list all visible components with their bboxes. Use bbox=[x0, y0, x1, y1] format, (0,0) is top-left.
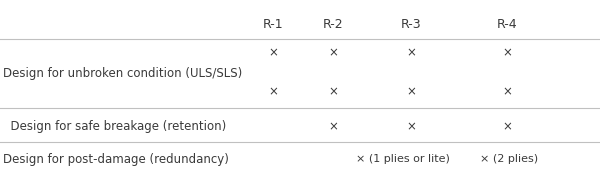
Text: R-4: R-4 bbox=[497, 18, 517, 31]
Text: ×: × bbox=[502, 120, 512, 133]
Text: ×: × bbox=[328, 46, 338, 59]
Text: Design for safe breakage (retention): Design for safe breakage (retention) bbox=[3, 120, 226, 133]
Text: × (2 plies): × (2 plies) bbox=[480, 154, 538, 164]
Text: ×: × bbox=[406, 120, 416, 133]
Text: ×: × bbox=[328, 120, 338, 133]
Text: R-1: R-1 bbox=[263, 18, 283, 31]
Text: × (1 plies or lite): × (1 plies or lite) bbox=[356, 154, 450, 164]
Text: Design for post-damage (redundancy): Design for post-damage (redundancy) bbox=[3, 153, 229, 166]
Text: ×: × bbox=[406, 46, 416, 59]
Text: ×: × bbox=[502, 46, 512, 59]
Text: ×: × bbox=[406, 85, 416, 99]
Text: Design for unbroken condition (ULS/SLS): Design for unbroken condition (ULS/SLS) bbox=[3, 67, 242, 80]
Text: R-3: R-3 bbox=[401, 18, 421, 31]
Text: ×: × bbox=[328, 85, 338, 99]
Text: R-2: R-2 bbox=[323, 18, 343, 31]
Text: ×: × bbox=[268, 46, 278, 59]
Text: ×: × bbox=[502, 85, 512, 99]
Text: ×: × bbox=[268, 85, 278, 99]
